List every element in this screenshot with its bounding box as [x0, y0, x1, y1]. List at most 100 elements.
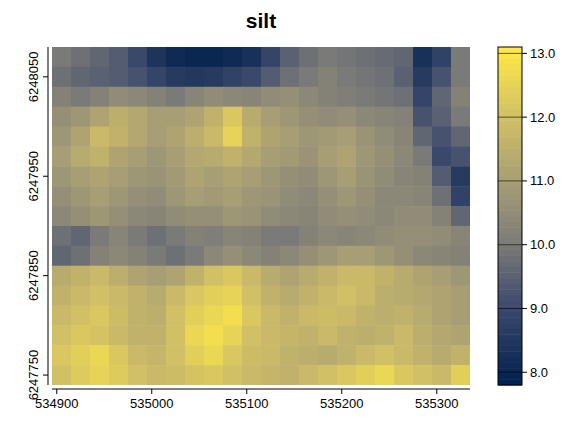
cell [90, 246, 110, 266]
cell [299, 345, 319, 365]
cell [337, 246, 357, 266]
cell [185, 286, 205, 306]
cell [318, 127, 338, 147]
x-tick [436, 389, 437, 394]
cell [185, 246, 205, 266]
colorbar-tick-line [498, 372, 522, 373]
cell [52, 305, 72, 325]
cell [299, 87, 319, 107]
colorbar-band [498, 64, 522, 70]
cell [147, 206, 167, 226]
cell [71, 47, 91, 67]
cell [90, 166, 110, 186]
cell [71, 87, 91, 107]
colorbar-band [498, 255, 522, 261]
colorbar-label: 8.0 [530, 365, 548, 380]
cell [280, 186, 300, 206]
cell [71, 305, 91, 325]
cell [432, 266, 452, 286]
cell [185, 67, 205, 87]
cell [185, 186, 205, 206]
cell [451, 226, 470, 246]
colorbar-band [498, 329, 522, 335]
colorbar-band [498, 205, 522, 211]
cell [337, 107, 357, 127]
cell [109, 325, 129, 345]
cell [375, 266, 395, 286]
cell [394, 146, 414, 166]
cell [451, 107, 470, 127]
cell [242, 107, 262, 127]
cell [432, 107, 452, 127]
cell [242, 47, 262, 67]
cell [356, 345, 376, 365]
colorbar-band [498, 193, 522, 199]
cell [52, 166, 72, 186]
cell [128, 107, 148, 127]
cell [204, 47, 224, 67]
x-axis [52, 389, 470, 390]
cell [413, 186, 433, 206]
cell [356, 226, 376, 246]
colorbar-label: 9.0 [530, 301, 548, 316]
cell [318, 305, 338, 325]
cell [356, 186, 376, 206]
cell [147, 345, 167, 365]
cell [71, 127, 91, 147]
chart: silt534900535000535100535200535300624775… [0, 0, 577, 433]
cell [185, 365, 205, 385]
cell [242, 345, 262, 365]
cell [394, 286, 414, 306]
cell [147, 325, 167, 345]
cell [109, 266, 129, 286]
cell [451, 345, 470, 365]
colorbar-tick-line [498, 180, 522, 181]
cell [451, 305, 470, 325]
cell [128, 166, 148, 186]
cell [432, 87, 452, 107]
cell [261, 246, 281, 266]
cell [204, 305, 224, 325]
cell [147, 305, 167, 325]
cell [71, 226, 91, 246]
y-tick-label: 6248050 [26, 52, 41, 103]
cell [185, 206, 205, 226]
colorbar-band [498, 239, 522, 245]
cell [90, 127, 110, 147]
cell [432, 305, 452, 325]
cell [242, 286, 262, 306]
cell [223, 67, 243, 87]
colorbar-band [498, 148, 522, 154]
cell [337, 47, 357, 67]
cell [242, 186, 262, 206]
cell [413, 47, 433, 67]
cell [109, 226, 129, 246]
cell [71, 67, 91, 87]
cell [432, 186, 452, 206]
colorbar-frame [498, 47, 522, 385]
cell [128, 365, 148, 385]
y-tick [43, 375, 48, 376]
cell [147, 246, 167, 266]
cell [166, 226, 186, 246]
cell [432, 127, 452, 147]
y-tick [43, 176, 48, 177]
cell [223, 246, 243, 266]
cell [356, 286, 376, 306]
cell [299, 146, 319, 166]
y-tick [43, 76, 48, 77]
cell [52, 266, 72, 286]
cell [166, 47, 186, 67]
cell [128, 325, 148, 345]
cell [90, 266, 110, 286]
cell [261, 107, 281, 127]
colorbar-band [498, 278, 522, 284]
colorbar-band [498, 137, 522, 143]
cell [280, 166, 300, 186]
cell [223, 47, 243, 67]
cell [356, 107, 376, 127]
cell [242, 325, 262, 345]
cell [147, 87, 167, 107]
cell [318, 246, 338, 266]
cell [71, 107, 91, 127]
